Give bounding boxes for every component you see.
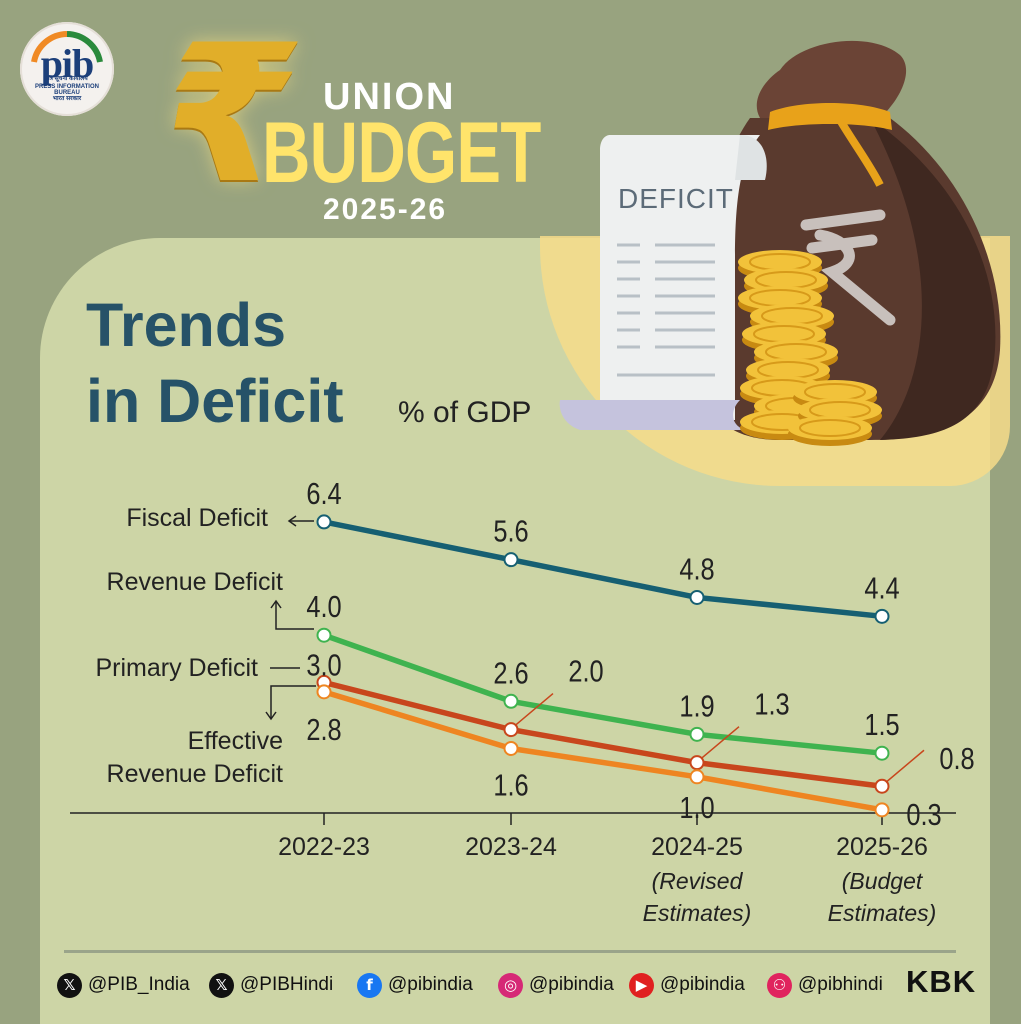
- data-label: 1.3: [754, 687, 789, 722]
- header-union: UNION: [323, 76, 456, 118]
- data-label: 1.0: [679, 790, 714, 825]
- x-tick-label: 2025-26: [836, 833, 928, 861]
- data-point: [689, 726, 705, 742]
- social-handle-text: @PIBHindi: [240, 974, 334, 995]
- coin-icon: [788, 416, 872, 446]
- koo-icon: ⚇: [767, 972, 792, 998]
- social-handle-1[interactable]: 𝕏 @PIBHindi: [209, 971, 333, 999]
- series-name-label: Effective: [188, 727, 283, 755]
- data-point: [503, 740, 519, 756]
- data-point: [874, 608, 890, 624]
- data-point: [316, 684, 332, 700]
- logo-english-name: PRESS INFORMATION BUREAU: [35, 84, 99, 96]
- data-label: 2.6: [493, 656, 528, 691]
- data-point: [874, 778, 890, 794]
- label-leader: [885, 749, 925, 783]
- data-label: 4.4: [864, 571, 899, 606]
- youtube-icon: ▶: [629, 972, 654, 998]
- pib-logo: pib पत्र सूचना कार्यालय PRESS INFORMATIO…: [20, 22, 114, 116]
- x-icon: 𝕏: [209, 972, 234, 998]
- social-handle-text: @pibindia: [529, 974, 614, 995]
- social-handle-3[interactable]: ◎ @pibindia: [498, 971, 614, 999]
- coin-stack-icon: [738, 250, 882, 446]
- page-title-line2: in Deficit: [86, 367, 344, 435]
- data-label: 3.0: [306, 648, 341, 683]
- data-point: [689, 755, 705, 771]
- data-label: 0.8: [939, 742, 974, 777]
- paper-title: DEFICIT: [618, 183, 734, 214]
- x-tick-sublabel: (Revised: [652, 868, 744, 894]
- x-tick-sublabel: Estimates): [828, 900, 937, 926]
- connector-arrows: [265, 515, 316, 721]
- x-tick-label: 2024-25: [651, 833, 743, 861]
- series-line: [323, 679, 883, 789]
- x-tick-label: 2023-24: [465, 833, 557, 861]
- data-label: 4.0: [306, 590, 341, 625]
- social-handle-2[interactable]: f @pibindia: [357, 971, 473, 999]
- logo-govt-name: भारत सरकार: [52, 96, 82, 102]
- social-handle-text: @pibhindi: [798, 974, 883, 995]
- pib-logo-mark-icon: [31, 31, 103, 63]
- facebook-icon: f: [357, 972, 382, 998]
- instagram-icon: ◎: [498, 972, 523, 998]
- data-label: 1.6: [493, 768, 528, 803]
- label-leader: [700, 726, 740, 760]
- series-name-label: Fiscal Deficit: [126, 504, 268, 532]
- label-leader: [514, 693, 554, 727]
- data-point: [316, 627, 332, 643]
- x-tick-sublabel: Estimates): [643, 900, 752, 926]
- x-tick-sublabel: (Budget: [842, 868, 924, 894]
- data-label: 6.4: [306, 477, 341, 512]
- series-name-label: Revenue Deficit: [107, 568, 284, 596]
- header-year: 2025-26: [323, 193, 448, 226]
- social-handle-5[interactable]: ⚇ @pibhindi: [767, 971, 883, 999]
- data-point: [874, 745, 890, 761]
- data-label: 4.8: [679, 552, 714, 587]
- page-title-line1: Trends: [86, 291, 287, 359]
- data-point: [316, 514, 332, 530]
- social-handle-text: @pibindia: [660, 974, 745, 995]
- data-point: [689, 769, 705, 785]
- data-point: [874, 802, 890, 818]
- signature: KBK: [906, 964, 977, 999]
- data-label: 1.9: [679, 689, 714, 724]
- data-point: [689, 589, 705, 605]
- series-line: [323, 689, 883, 813]
- series-line: [323, 519, 883, 620]
- data-label: 1.5: [864, 708, 899, 743]
- document-icon: [559, 135, 767, 430]
- unit-label: % of GDP: [398, 396, 532, 429]
- social-handle-text: @pibindia: [388, 974, 473, 995]
- series-name-label: Primary Deficit: [95, 654, 258, 682]
- data-point: [503, 552, 519, 568]
- social-handle-text: @PIB_India: [88, 974, 190, 995]
- series-name-label: Revenue Deficit: [107, 760, 284, 788]
- social-handle-0[interactable]: 𝕏 @PIB_India: [57, 971, 190, 999]
- social-handle-4[interactable]: ▶ @pibindia: [629, 971, 745, 999]
- data-label: 5.6: [493, 514, 528, 549]
- header-budget: BUDGET: [262, 105, 541, 201]
- data-label: 2.8: [306, 713, 341, 748]
- logo-wordmark: pib: [40, 41, 95, 86]
- x-icon: 𝕏: [57, 972, 82, 998]
- logo-hindi-name: पत्र सूचना कार्यालय: [46, 76, 88, 82]
- coin-icon: [738, 286, 822, 316]
- data-point: [503, 722, 519, 738]
- data-point: [503, 693, 519, 709]
- x-tick-label: 2022-23: [278, 833, 370, 861]
- series-line: [323, 632, 883, 756]
- data-label: 0.3: [906, 798, 941, 833]
- footer-divider: [64, 950, 956, 953]
- data-label: 2.0: [568, 654, 603, 689]
